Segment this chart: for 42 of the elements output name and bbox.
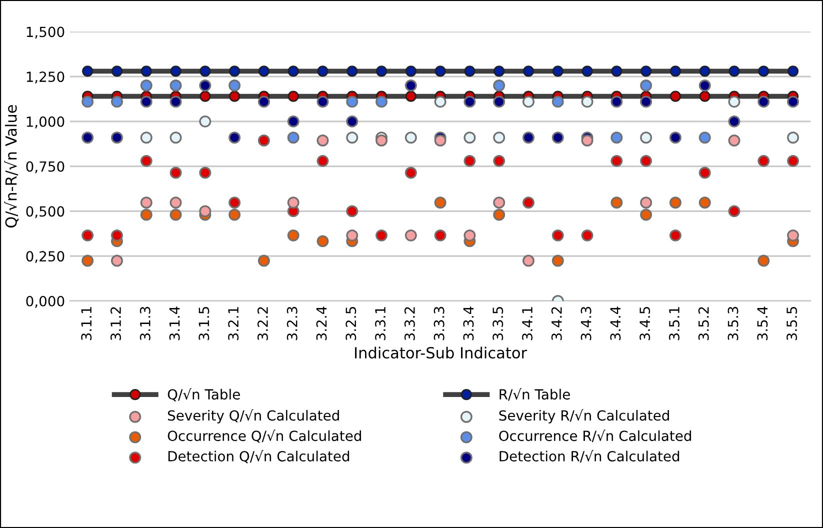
legend-label: Occurrence Q/√n Calculated	[168, 430, 361, 443]
x-tick-label: 3.5.5	[786, 307, 798, 340]
x-tick-label: 3.4.2	[551, 307, 562, 340]
y-tick-label: 0,000	[26, 296, 64, 308]
x-tick-label: 3.3.5	[492, 307, 504, 340]
x-tick-label: 3.4.1	[522, 307, 533, 340]
x-tick-label: 3.5.2	[698, 307, 709, 340]
y-tick-label: 0,750	[26, 161, 64, 174]
x-tick-label: 3.2.2	[257, 307, 268, 340]
x-tick-label: 3.2.1	[228, 307, 239, 340]
x-tick-label: 3.3.3	[434, 306, 444, 340]
legend-label: Detection R/√n Calculated	[500, 450, 680, 463]
x-tick-label: 3.3.2	[404, 307, 415, 340]
x-tick-label: 3.4.5	[640, 307, 650, 340]
y-tick-label: 1,000	[26, 116, 64, 128]
x-tick-label: 3.2.3	[286, 306, 298, 340]
x-tick-label: 3.5.3	[728, 306, 738, 340]
y-axis-title: Q/√n-R/√n Value	[4, 105, 19, 228]
legend-label: Severity R/√n Calculated	[499, 409, 669, 424]
y-tick-label: 0,500	[26, 206, 64, 218]
x-tick-label: 3.5.4	[757, 306, 768, 340]
legend-label: Severity Q/√n Calculated	[168, 409, 339, 424]
y-tick-label: 1,250	[26, 72, 64, 84]
legend-label: R/√n Table	[500, 388, 570, 401]
x-tick-label: 3.2.4	[316, 306, 327, 340]
x-axis-title: Indicator-Sub Indicator	[355, 346, 528, 359]
x-tick-label: 3.1.2	[110, 307, 122, 340]
x-tick-label: 3.1.3	[140, 306, 150, 340]
x-tick-label: 3.5.1	[668, 307, 680, 340]
x-tick-label: 3.3.1	[375, 307, 386, 340]
x-tick-label: 3.2.5	[346, 307, 356, 340]
x-tick-label: 3.1.1	[81, 307, 92, 340]
x-tick-label: 3.1.5	[198, 307, 210, 340]
x-tick-label: 3.4.3	[580, 306, 592, 340]
x-tick-label: 3.4.4	[610, 306, 621, 340]
x-tick-label: 3.1.4	[169, 306, 180, 340]
legend-label: Detection Q/√n Calculated	[168, 450, 350, 464]
y-tick-label: 0,250	[26, 251, 64, 263]
y-tick-label: 1,500	[26, 26, 64, 39]
legend-label: Q/√n Table	[168, 388, 240, 402]
x-tick-label: 3.3.4	[463, 306, 474, 340]
legend-label: Occurrence R/√n Calculated	[499, 430, 691, 442]
